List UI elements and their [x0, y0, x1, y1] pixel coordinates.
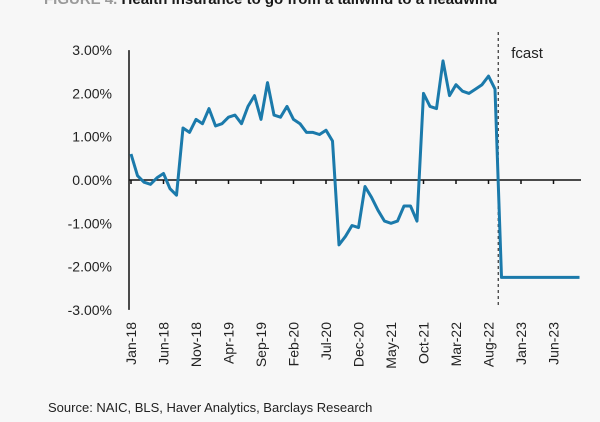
- x-tick-label: Jan-23: [513, 322, 529, 365]
- source-note: Source: NAIC, BLS, Haver Analytics, Barc…: [48, 400, 373, 415]
- y-tick-label: -2.00%: [68, 259, 112, 275]
- figure-label: FIGURE 4.: [44, 0, 117, 8]
- series-line: [129, 59, 580, 279]
- x-tick-label: May-21: [383, 322, 399, 369]
- title-text: Health insurance to go from a tailwind t…: [122, 0, 498, 8]
- y-tick-label: 1.00%: [72, 129, 112, 145]
- x-tick-label: Jan-18: [123, 322, 139, 365]
- x-tick-label: Mar-22: [448, 322, 464, 367]
- x-tick-label: Nov-18: [188, 322, 204, 367]
- y-tick-label: 3.00%: [72, 42, 112, 58]
- x-tick-label: Jul-20: [318, 322, 334, 360]
- y-tick-label: 0.00%: [72, 172, 112, 188]
- chart-title: FIGURE 4. Health insurance to go from a …: [44, 0, 497, 8]
- x-tick-label: Jun-23: [546, 322, 562, 365]
- x-tick-label: Oct-21: [416, 322, 432, 364]
- y-tick-label: 2.00%: [72, 85, 112, 101]
- x-tick-label: Feb-20: [286, 322, 302, 367]
- x-tick-label: Aug-22: [481, 322, 497, 367]
- x-tick-label: Dec-20: [351, 322, 367, 367]
- y-tick-label: -3.00%: [68, 302, 112, 318]
- forecast-label: fcast: [511, 45, 544, 62]
- x-tick-label: Jun-18: [156, 322, 172, 365]
- x-tick-label: Apr-19: [221, 322, 237, 364]
- y-tick-label: -1.00%: [68, 215, 112, 231]
- x-tick-label: Sep-19: [253, 322, 269, 367]
